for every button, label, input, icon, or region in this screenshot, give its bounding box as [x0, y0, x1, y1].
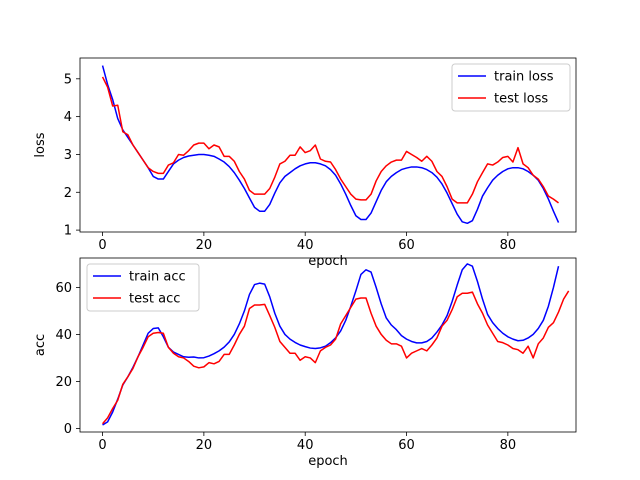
x-tick-label: 20 — [196, 238, 213, 253]
x-axis-label: epoch — [308, 254, 348, 269]
x-tick-label: 80 — [500, 238, 517, 253]
x-tick-label: 60 — [398, 438, 415, 453]
x-tick-label: 40 — [297, 238, 314, 253]
series-line-test-loss — [101, 76, 559, 204]
legend: train loss test loss — [451, 63, 571, 112]
y-tick-label: 2 — [64, 186, 72, 201]
y-tick-label: 1 — [64, 224, 72, 239]
y-tick-label: 3 — [64, 148, 72, 163]
y-axis-label: loss — [33, 132, 48, 157]
legend-label: train loss — [494, 70, 554, 85]
x-tick-label: 0 — [98, 238, 106, 253]
loss-panel: 0 20 40 60 80 1 2 3 4 5 epoch loss train loss test lo… — [33, 57, 577, 269]
y-tick-label: 60 — [55, 281, 72, 296]
series-line-train-acc — [102, 263, 560, 426]
axes-frame — [79, 57, 577, 233]
x-axis-label: epoch — [308, 454, 348, 469]
x-tick-label: 0 — [98, 438, 106, 453]
legend: train acc test acc — [86, 263, 200, 312]
y-tick-label: 20 — [55, 375, 72, 390]
y-axis-label: acc — [33, 334, 48, 356]
series-line-test-acc — [101, 290, 570, 425]
x-tick-label: 40 — [297, 438, 314, 453]
axes-frame — [79, 257, 577, 433]
x-tick-label: 80 — [500, 438, 517, 453]
y-tick-label: 0 — [64, 422, 72, 437]
y-tick-label: 40 — [55, 328, 72, 343]
y-tick-label: 5 — [64, 72, 72, 87]
legend-label: test acc — [129, 292, 180, 307]
acc-panel: 0 20 40 60 80 0 20 40 60 epoch acc train acc test ac… — [33, 257, 577, 469]
legend-label: test loss — [494, 92, 548, 107]
x-tick-label: 60 — [398, 238, 415, 253]
legend-label: train acc — [129, 270, 186, 285]
series-line-train-loss — [101, 65, 560, 225]
x-tick-label: 20 — [196, 438, 213, 453]
y-tick-label: 4 — [64, 110, 72, 125]
